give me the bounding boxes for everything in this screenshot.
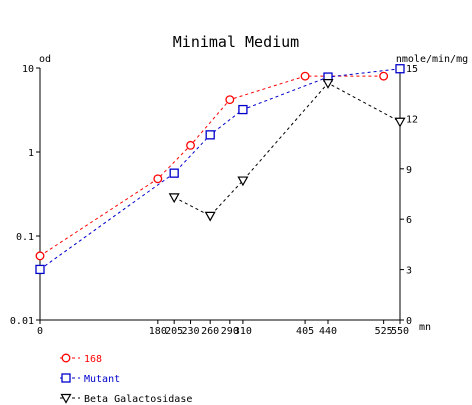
y-axis-right-ticks: 0 3 6 9 12 15 [400, 64, 418, 327]
legend-label: Beta Galactosidase [84, 394, 192, 405]
legend-marker [61, 353, 71, 363]
data-point [169, 168, 179, 178]
data-point [35, 264, 45, 275]
x-axis-label: mn [419, 322, 431, 333]
x-tick-label: 310 [234, 326, 252, 337]
data-point [394, 117, 406, 128]
y-axis-left-ticks: 0.01 0.1 1 10 [10, 64, 40, 327]
series-group [35, 64, 406, 275]
x-tick-label: 290 [221, 326, 239, 337]
y-axis-right-label: nmole/min/mg [396, 54, 468, 65]
series-line [39, 68, 401, 270]
x-tick-label: 0 [37, 326, 43, 337]
x-tick-label: 180 [149, 326, 167, 337]
y-right-tick-label: 15 [406, 64, 418, 75]
legend-marker [60, 393, 72, 404]
x-tick-label: 405 [296, 326, 314, 337]
legend: 168 Mutant Beta Galactosidase [60, 353, 192, 405]
data-point [186, 140, 195, 150]
series-0 [35, 71, 389, 261]
data-point [300, 71, 310, 81]
y-right-tick-label: 6 [406, 215, 412, 226]
x-tick-label: 525 [375, 326, 393, 337]
x-tick-label: 205 [165, 326, 183, 337]
legend-label: Mutant [84, 374, 120, 385]
x-tick-label: 230 [182, 326, 200, 337]
data-point [225, 95, 235, 105]
y-left-tick-label: 0.1 [16, 232, 34, 243]
series-line [39, 75, 384, 257]
y-right-tick-label: 3 [406, 266, 412, 277]
legend-marker [61, 373, 71, 383]
series-line [173, 82, 401, 217]
legend-label: 168 [84, 354, 102, 365]
x-tick-label: 550 [391, 326, 409, 337]
chart-title: Minimal Medium [173, 33, 299, 51]
y-left-tick-label: 0.01 [10, 316, 34, 327]
series-2 [168, 79, 406, 222]
y-right-tick-label: 9 [406, 165, 412, 176]
data-point [379, 71, 389, 81]
x-tick-label: 260 [201, 326, 219, 337]
data-point [153, 174, 163, 184]
y-left-tick-label: 1 [28, 148, 34, 159]
data-point [237, 176, 249, 187]
y-left-tick-label: 10 [22, 64, 34, 75]
data-point [238, 104, 248, 115]
data-point [395, 64, 405, 74]
data-point [205, 130, 215, 140]
y-axis-left-label: od [39, 54, 51, 65]
data-point [204, 211, 216, 222]
series-1 [35, 64, 405, 275]
y-right-tick-label: 12 [406, 114, 418, 125]
data-point [322, 79, 334, 89]
y-right-tick-label: 0 [406, 316, 412, 327]
data-point [35, 251, 45, 261]
data-point [168, 193, 180, 204]
x-tick-label: 440 [319, 326, 337, 337]
